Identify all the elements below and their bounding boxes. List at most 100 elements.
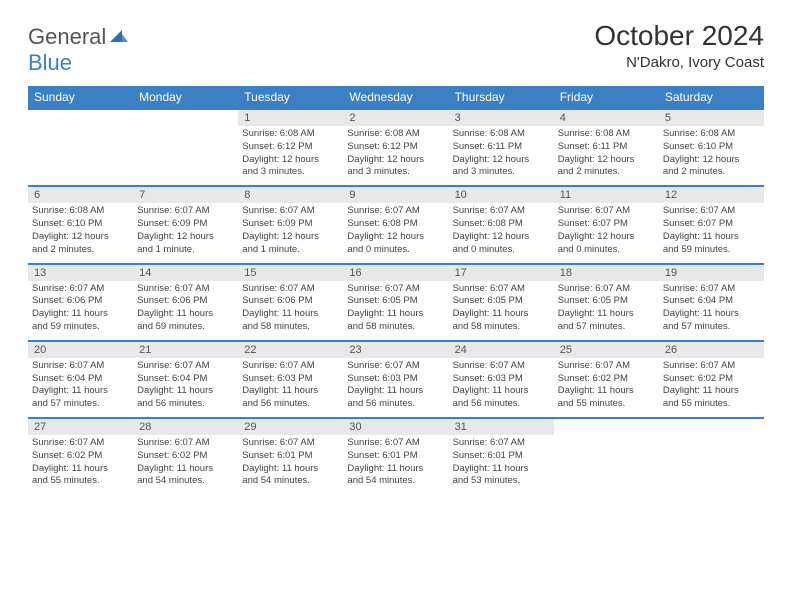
day-line: and 58 minutes. bbox=[242, 321, 339, 334]
day-line: Sunset: 6:03 PM bbox=[242, 373, 339, 386]
day-line: and 55 minutes. bbox=[663, 398, 760, 411]
day-line: Sunset: 6:03 PM bbox=[347, 373, 444, 386]
day-body: Sunrise: 6:08 AMSunset: 6:10 PMDaylight:… bbox=[659, 126, 764, 185]
day-line: Daylight: 11 hours bbox=[242, 308, 339, 321]
day-line: Sunset: 6:11 PM bbox=[453, 141, 550, 154]
day-body: Sunrise: 6:08 AMSunset: 6:11 PMDaylight:… bbox=[449, 126, 554, 185]
day-line: Sunrise: 6:08 AM bbox=[347, 128, 444, 141]
logo-part2: Blue bbox=[28, 50, 72, 75]
day-number: 7 bbox=[133, 187, 238, 203]
day-line: Sunset: 6:02 PM bbox=[137, 450, 234, 463]
day-line: Sunset: 6:04 PM bbox=[663, 295, 760, 308]
day-line: Sunset: 6:03 PM bbox=[453, 373, 550, 386]
day-body: Sunrise: 6:08 AMSunset: 6:11 PMDaylight:… bbox=[554, 126, 659, 185]
day-body bbox=[554, 435, 659, 491]
day-body: Sunrise: 6:07 AMSunset: 6:05 PMDaylight:… bbox=[343, 281, 448, 340]
day-number: 25 bbox=[554, 342, 659, 358]
day-line: Sunset: 6:10 PM bbox=[663, 141, 760, 154]
day-line: Sunset: 6:02 PM bbox=[32, 450, 129, 463]
day-line: Sunrise: 6:07 AM bbox=[453, 437, 550, 450]
day-number: 24 bbox=[449, 342, 554, 358]
day-cell: 7Sunrise: 6:07 AMSunset: 6:09 PMDaylight… bbox=[133, 186, 238, 263]
day-line: Daylight: 11 hours bbox=[242, 463, 339, 476]
week-row: 13Sunrise: 6:07 AMSunset: 6:06 PMDayligh… bbox=[28, 264, 764, 341]
day-line: Sunrise: 6:08 AM bbox=[453, 128, 550, 141]
day-body: Sunrise: 6:07 AMSunset: 6:04 PMDaylight:… bbox=[659, 281, 764, 340]
day-cell: 15Sunrise: 6:07 AMSunset: 6:06 PMDayligh… bbox=[238, 264, 343, 341]
day-line: and 55 minutes. bbox=[558, 398, 655, 411]
day-cell bbox=[554, 418, 659, 494]
day-cell: 26Sunrise: 6:07 AMSunset: 6:02 PMDayligh… bbox=[659, 341, 764, 418]
day-cell: 10Sunrise: 6:07 AMSunset: 6:08 PMDayligh… bbox=[449, 186, 554, 263]
day-line: Sunrise: 6:07 AM bbox=[137, 437, 234, 450]
day-cell: 29Sunrise: 6:07 AMSunset: 6:01 PMDayligh… bbox=[238, 418, 343, 494]
day-line: Daylight: 11 hours bbox=[137, 463, 234, 476]
day-header-row: SundayMondayTuesdayWednesdayThursdayFrid… bbox=[28, 86, 764, 109]
day-line: and 59 minutes. bbox=[137, 321, 234, 334]
day-number bbox=[133, 110, 238, 126]
day-number: 20 bbox=[28, 342, 133, 358]
day-cell: 19Sunrise: 6:07 AMSunset: 6:04 PMDayligh… bbox=[659, 264, 764, 341]
day-line: Daylight: 11 hours bbox=[137, 308, 234, 321]
day-header: Friday bbox=[554, 86, 659, 109]
day-line: and 2 minutes. bbox=[663, 166, 760, 179]
day-line: Daylight: 12 hours bbox=[32, 231, 129, 244]
day-line: and 3 minutes. bbox=[453, 166, 550, 179]
day-number: 1 bbox=[238, 110, 343, 126]
day-line: and 59 minutes. bbox=[32, 321, 129, 334]
day-number: 6 bbox=[28, 187, 133, 203]
day-line: Daylight: 11 hours bbox=[32, 463, 129, 476]
day-number: 5 bbox=[659, 110, 764, 126]
day-line: Daylight: 12 hours bbox=[242, 154, 339, 167]
day-body: Sunrise: 6:07 AMSunset: 6:05 PMDaylight:… bbox=[554, 281, 659, 340]
day-body bbox=[659, 435, 764, 491]
day-body: Sunrise: 6:08 AMSunset: 6:10 PMDaylight:… bbox=[28, 203, 133, 262]
day-line: Sunset: 6:08 PM bbox=[347, 218, 444, 231]
day-line: and 57 minutes. bbox=[663, 321, 760, 334]
day-body: Sunrise: 6:07 AMSunset: 6:09 PMDaylight:… bbox=[133, 203, 238, 262]
day-line: Daylight: 12 hours bbox=[558, 154, 655, 167]
day-cell bbox=[133, 109, 238, 186]
day-header: Thursday bbox=[449, 86, 554, 109]
day-number: 28 bbox=[133, 419, 238, 435]
day-line: Sunrise: 6:08 AM bbox=[558, 128, 655, 141]
day-line: Sunset: 6:10 PM bbox=[32, 218, 129, 231]
day-line: Sunset: 6:06 PM bbox=[137, 295, 234, 308]
day-cell: 18Sunrise: 6:07 AMSunset: 6:05 PMDayligh… bbox=[554, 264, 659, 341]
day-number: 14 bbox=[133, 265, 238, 281]
day-line: Sunset: 6:05 PM bbox=[347, 295, 444, 308]
day-line: Sunrise: 6:08 AM bbox=[663, 128, 760, 141]
day-line: Sunrise: 6:07 AM bbox=[453, 205, 550, 218]
day-number: 29 bbox=[238, 419, 343, 435]
week-row: 1Sunrise: 6:08 AMSunset: 6:12 PMDaylight… bbox=[28, 109, 764, 186]
day-body bbox=[28, 126, 133, 182]
day-line: and 56 minutes. bbox=[453, 398, 550, 411]
day-cell: 28 Sunrise: 6:07 AMSunset: 6:02 PMDayligh… bbox=[133, 418, 238, 494]
day-body: Sunrise: 6:08 AMSunset: 6:12 PMDaylight:… bbox=[343, 126, 448, 185]
day-line: Sunrise: 6:08 AM bbox=[242, 128, 339, 141]
day-line: and 54 minutes. bbox=[137, 475, 234, 488]
day-line: and 57 minutes. bbox=[32, 398, 129, 411]
day-number: 4 bbox=[554, 110, 659, 126]
day-cell: 17Sunrise: 6:07 AMSunset: 6:05 PMDayligh… bbox=[449, 264, 554, 341]
day-number: 13 bbox=[28, 265, 133, 281]
day-line: and 54 minutes. bbox=[347, 475, 444, 488]
day-line: Daylight: 11 hours bbox=[453, 308, 550, 321]
day-line: Sunrise: 6:07 AM bbox=[347, 283, 444, 296]
day-cell: 6Sunrise: 6:08 AMSunset: 6:10 PMDaylight… bbox=[28, 186, 133, 263]
day-line: Sunrise: 6:07 AM bbox=[137, 360, 234, 373]
day-cell: 21Sunrise: 6:07 AMSunset: 6:04 PMDayligh… bbox=[133, 341, 238, 418]
day-line: Daylight: 11 hours bbox=[663, 385, 760, 398]
day-line: and 2 minutes. bbox=[32, 244, 129, 257]
day-line: and 1 minute. bbox=[137, 244, 234, 257]
day-cell bbox=[659, 418, 764, 494]
day-line: Daylight: 11 hours bbox=[347, 385, 444, 398]
day-line: Sunrise: 6:07 AM bbox=[347, 360, 444, 373]
day-number: 11 bbox=[554, 187, 659, 203]
logo-part1: General bbox=[28, 24, 106, 49]
day-number bbox=[28, 110, 133, 126]
day-body: Sunrise: 6:07 AMSunset: 6:06 PMDaylight:… bbox=[28, 281, 133, 340]
day-line: Daylight: 12 hours bbox=[453, 154, 550, 167]
day-line: and 3 minutes. bbox=[242, 166, 339, 179]
day-cell: 1Sunrise: 6:08 AMSunset: 6:12 PMDaylight… bbox=[238, 109, 343, 186]
